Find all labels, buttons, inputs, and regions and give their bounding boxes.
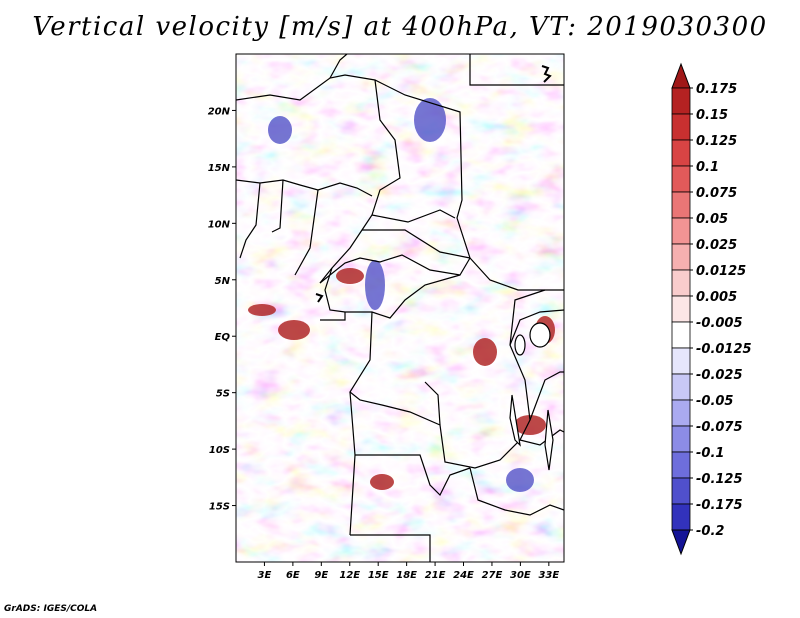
colorbar-swatch (671, 477, 691, 505)
colorbar-label: -0.005 (696, 316, 743, 331)
lon-tick-label: 9E (314, 570, 328, 581)
colorbar-label: -0.05 (696, 394, 733, 409)
colorbar-label: -0.0125 (696, 342, 752, 357)
latitude-axis: 20N 15N 10N 5N EQ 5S 10S 15S (208, 106, 236, 513)
colorbar-swatch (671, 165, 691, 193)
colorbar-swatch (671, 373, 691, 401)
lon-tick-label: 27E (482, 570, 503, 581)
colorbar-label: -0.025 (696, 368, 743, 383)
lon-tick-label: 12E (339, 570, 360, 581)
lon-tick-label: 30E (510, 570, 531, 581)
colorbar-swatch (671, 399, 691, 427)
velocity-field (236, 54, 564, 562)
colorbar-swatch (671, 191, 691, 219)
lon-tick-label: 18E (396, 570, 417, 581)
colorbar-label: -0.125 (696, 472, 743, 487)
colorbar-label: 0.125 (696, 134, 737, 149)
lat-tick-label: EQ (215, 332, 231, 343)
colorbar-label: 0.0125 (696, 264, 746, 279)
colorbar-swatch (671, 425, 691, 453)
colorbar-label: -0.2 (696, 524, 724, 539)
strong-updraft-cells (248, 268, 555, 490)
colorbar-label: 0.175 (696, 82, 737, 97)
colorbar-label: 0.005 (696, 290, 737, 305)
colorbar-swatch (671, 87, 691, 115)
lakes (509, 322, 554, 471)
colorbar-swatch (671, 347, 691, 375)
colorbar-label: -0.075 (696, 420, 743, 435)
colorbar-bottom-triangle (671, 529, 691, 556)
plot-title: Vertical velocity [m/s] at 400hPa, VT: 2… (32, 12, 768, 42)
colorbar-label: 0.1 (696, 160, 719, 175)
colorbar-top-triangle (671, 62, 691, 89)
lat-tick-label: 15S (209, 502, 230, 513)
lon-tick-label: 33E (538, 570, 559, 581)
colorbar-label: -0.1 (696, 446, 724, 461)
grads-credit: GrADS: IGES/COLA (4, 604, 98, 614)
colorbar-label: 0.15 (696, 108, 728, 123)
colorbar-label: -0.175 (696, 498, 743, 513)
lon-tick-label: 21E (425, 570, 446, 581)
colorbar: 0.175 0.15 0.125 0.1 0.075 0.05 0.025 0.0125 0.0… (671, 62, 752, 556)
colorbar-label: 0.075 (696, 186, 737, 201)
lat-tick-label: 15N (208, 163, 231, 174)
lon-tick-label: 6E (286, 570, 300, 581)
colorbar-swatch (671, 269, 691, 297)
lat-tick-label: 5S (216, 389, 230, 400)
lat-tick-label: 10N (208, 219, 231, 230)
coastline-detail (315, 65, 552, 303)
strong-downdraft-cells (268, 98, 534, 492)
colorbar-label: 0.025 (696, 238, 737, 253)
lat-tick-label: 20N (208, 106, 231, 117)
lat-tick-label: 10S (209, 445, 230, 456)
lon-tick-label: 3E (258, 570, 272, 581)
colorbar-label: 0.05 (696, 212, 728, 227)
colorbar-swatch (671, 451, 691, 479)
colorbar-swatch (671, 139, 691, 167)
lon-tick-label: 15E (368, 570, 389, 581)
longitude-axis: 3E 6E 9E 12E 15E 18E 21E 24E 27E 30E 33E (258, 562, 559, 581)
lat-tick-label: 5N (215, 276, 231, 287)
colorbar-swatch (671, 113, 691, 141)
colorbar-swatch (671, 243, 691, 271)
colorbar-swatch (671, 321, 691, 349)
country-borders (236, 54, 564, 562)
plot-frame (235, 53, 565, 563)
colorbar-swatch (671, 295, 691, 323)
colorbar-swatch (671, 503, 691, 531)
colorbar-swatch (671, 217, 691, 245)
lon-tick-label: 24E (453, 570, 474, 581)
